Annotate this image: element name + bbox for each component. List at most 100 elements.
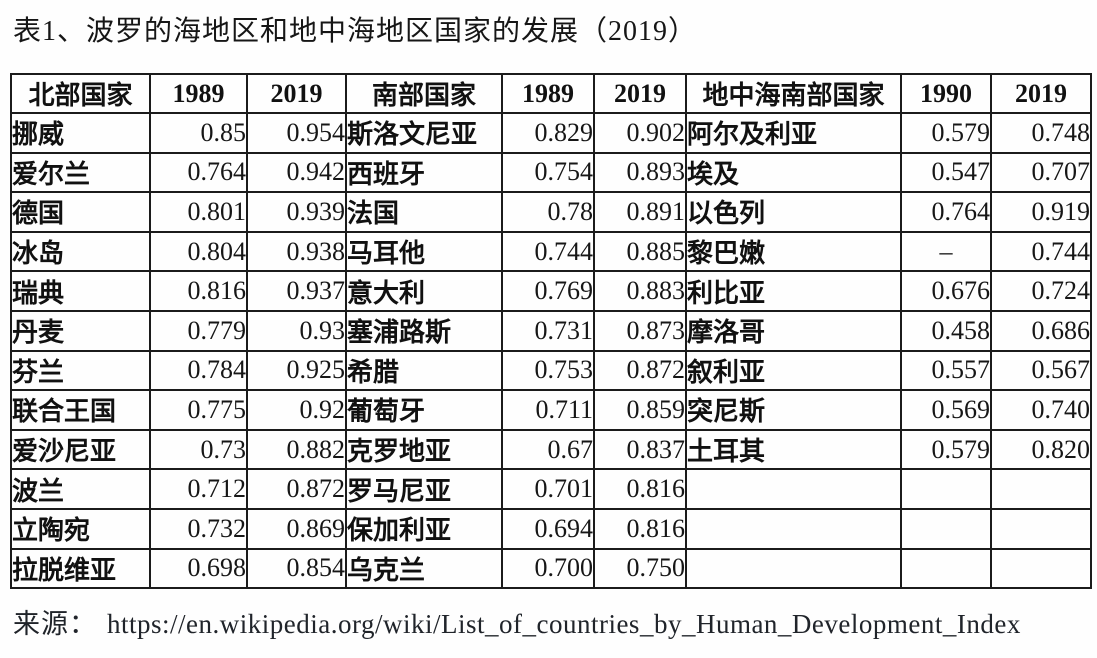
value-cell: 0.937 <box>246 270 347 312</box>
header-med-south-countries: 地中海南部国家 <box>685 73 902 114</box>
value-cell <box>990 507 1092 550</box>
country-cell: 波兰 <box>10 468 151 510</box>
value-cell: 0.882 <box>246 428 347 471</box>
value-cell: 0.547 <box>900 151 992 194</box>
country-cell: 爱沙尼亚 <box>10 428 151 471</box>
value-cell: 0.701 <box>501 468 595 510</box>
country-cell: 克罗地亚 <box>345 428 503 471</box>
value-cell: 0.731 <box>501 309 595 352</box>
value-cell: 0.700 <box>501 547 595 590</box>
header-south-countries: 南部国家 <box>345 73 503 114</box>
country-cell: 土耳其 <box>685 428 902 471</box>
source-url: https://en.wikipedia.org/wiki/List_of_co… <box>107 609 1021 639</box>
value-cell: 0.869 <box>246 507 347 550</box>
country-cell: 瑞典 <box>10 270 151 312</box>
value-cell: 0.92 <box>246 389 347 431</box>
table-body: 挪威 0.85 0.954 斯洛文尼亚 0.829 0.902 阿尔及利亚 0.579 0.74… <box>10 112 1092 590</box>
value-cell: 0.73 <box>149 428 248 471</box>
value-cell: 0.801 <box>149 191 248 233</box>
value-cell: 0.764 <box>900 191 992 233</box>
value-cell: 0.784 <box>149 349 248 392</box>
country-cell: 法国 <box>345 191 503 233</box>
country-cell: 保加利亚 <box>345 507 503 550</box>
value-cell: 0.764 <box>149 151 248 194</box>
value-cell <box>900 547 992 590</box>
table-row: 拉脱维亚 0.698 0.854 乌克兰 0.700 0.750 <box>10 547 1092 590</box>
value-cell: 0.458 <box>900 309 992 352</box>
country-cell <box>685 507 902 550</box>
table-row: 爱沙尼亚 0.73 0.882 克罗地亚 0.67 0.837 土耳其 0.579 0.820 <box>10 428 1092 471</box>
value-cell: 0.676 <box>900 270 992 312</box>
value-cell: 0.939 <box>246 191 347 233</box>
table-row: 爱尔兰 0.764 0.942 西班牙 0.754 0.893 埃及 0.547 0.707 <box>10 151 1092 194</box>
value-cell: 0.816 <box>593 507 687 550</box>
table-header-row: 北部国家 1989 2019 南部国家 1989 2019 地中海南部国家 19… <box>10 73 1092 114</box>
value-cell: 0.902 <box>593 112 687 154</box>
header-med-1990: 1990 <box>900 73 992 114</box>
country-cell: 乌克兰 <box>345 547 503 590</box>
country-cell <box>685 547 902 590</box>
table-row: 瑞典 0.816 0.937 意大利 0.769 0.883 利比亚 0.676 0.724 <box>10 270 1092 312</box>
value-cell <box>990 468 1092 510</box>
value-cell: 0.925 <box>246 349 347 392</box>
value-cell: 0.711 <box>501 389 595 431</box>
value-cell: 0.859 <box>593 389 687 431</box>
value-cell: 0.579 <box>900 428 992 471</box>
value-cell: 0.954 <box>246 112 347 154</box>
value-cell: 0.942 <box>246 151 347 194</box>
header-north-2019: 2019 <box>246 73 347 114</box>
country-cell: 斯洛文尼亚 <box>345 112 503 154</box>
value-cell: 0.698 <box>149 547 248 590</box>
value-cell: 0.712 <box>149 468 248 510</box>
table-row: 立陶宛 0.732 0.869 保加利亚 0.694 0.816 <box>10 507 1092 550</box>
value-cell: 0.744 <box>990 230 1092 273</box>
value-cell: 0.938 <box>246 230 347 273</box>
country-cell: 叙利亚 <box>685 349 902 392</box>
value-cell: 0.820 <box>990 428 1092 471</box>
value-cell: 0.885 <box>593 230 687 273</box>
country-cell: 挪威 <box>10 112 151 154</box>
value-cell: 0.694 <box>501 507 595 550</box>
country-cell: 希腊 <box>345 349 503 392</box>
country-cell: 意大利 <box>345 270 503 312</box>
country-cell: 突尼斯 <box>685 389 902 431</box>
value-cell <box>900 507 992 550</box>
country-cell: 芬兰 <box>10 349 151 392</box>
table-row: 芬兰 0.784 0.925 希腊 0.753 0.872 叙利亚 0.557 0.567 <box>10 349 1092 392</box>
value-cell: 0.816 <box>149 270 248 312</box>
value-cell: 0.816 <box>593 468 687 510</box>
value-cell: 0.740 <box>990 389 1092 431</box>
value-cell: 0.732 <box>149 507 248 550</box>
value-cell: 0.872 <box>593 349 687 392</box>
country-cell: 西班牙 <box>345 151 503 194</box>
table-title: 表1、波罗的海地区和地中海地区国家的发展（2019） <box>13 16 698 47</box>
value-cell: 0.804 <box>149 230 248 273</box>
country-cell: 联合王国 <box>10 389 151 431</box>
value-cell: 0.724 <box>990 270 1092 312</box>
country-cell: 黎巴嫩 <box>685 230 902 273</box>
value-cell: 0.750 <box>593 547 687 590</box>
value-cell: 0.569 <box>900 389 992 431</box>
value-cell: 0.579 <box>900 112 992 154</box>
value-cell <box>900 468 992 510</box>
value-cell: 0.891 <box>593 191 687 233</box>
country-cell: 冰岛 <box>10 230 151 273</box>
value-cell: 0.893 <box>593 151 687 194</box>
country-cell: 摩洛哥 <box>685 309 902 352</box>
header-south-2019: 2019 <box>593 73 687 114</box>
value-cell: 0.93 <box>246 309 347 352</box>
country-cell: 德国 <box>10 191 151 233</box>
value-cell: 0.754 <box>501 151 595 194</box>
value-cell: 0.769 <box>501 270 595 312</box>
country-cell: 埃及 <box>685 151 902 194</box>
country-cell: 拉脱维亚 <box>10 547 151 590</box>
country-cell: 爱尔兰 <box>10 151 151 194</box>
table-row: 波兰 0.712 0.872 罗马尼亚 0.701 0.816 <box>10 468 1092 510</box>
value-cell: 0.829 <box>501 112 595 154</box>
header-med-2019: 2019 <box>990 73 1092 114</box>
header-north-countries: 北部国家 <box>10 73 151 114</box>
value-cell: 0.85 <box>149 112 248 154</box>
hdi-table: 北部国家 1989 2019 南部国家 1989 2019 地中海南部国家 19… <box>10 73 1092 590</box>
table-row: 联合王国 0.775 0.92 葡萄牙 0.711 0.859 突尼斯 0.569 0.740 <box>10 389 1092 431</box>
